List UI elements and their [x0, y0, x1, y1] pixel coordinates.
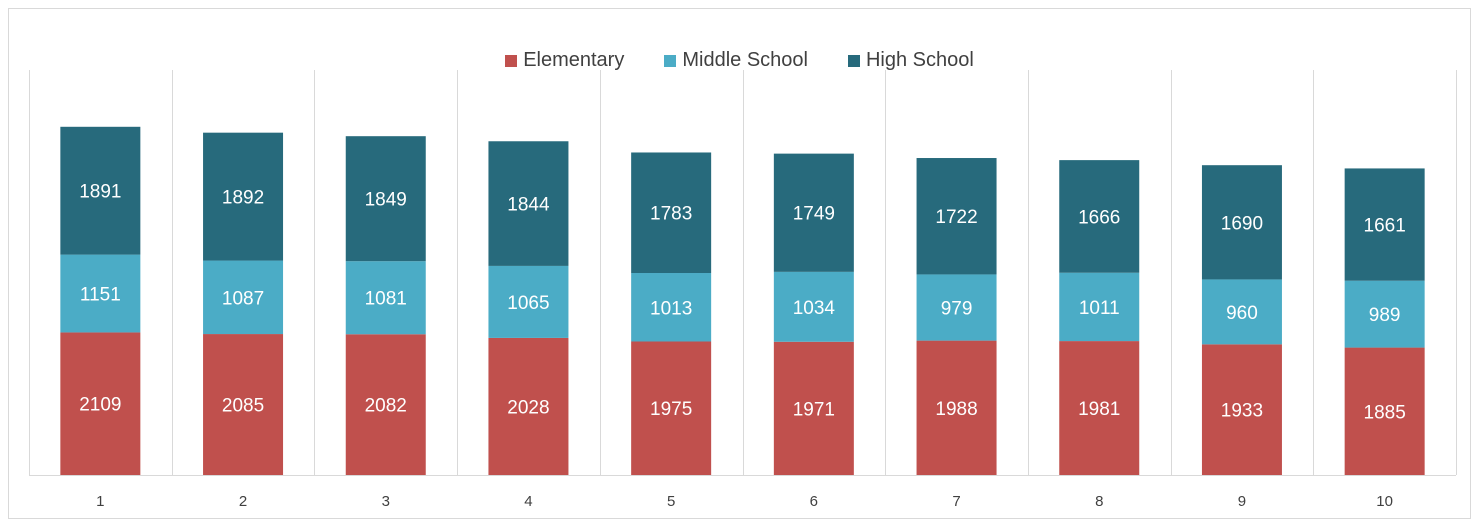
x-tick-label: 5 [667, 493, 675, 510]
x-tick-label: 7 [952, 493, 960, 510]
bar-elementary [1201, 344, 1282, 475]
bar-high-school [203, 132, 284, 261]
data-label: 2085 [222, 396, 264, 417]
data-label: 1975 [650, 399, 692, 420]
x-tick-label: 2 [239, 493, 247, 510]
bar-high-school [60, 126, 141, 255]
bar-elementary [1059, 341, 1140, 475]
bar-middle-school [1201, 279, 1282, 345]
bar-elementary [773, 341, 854, 475]
data-label: 1081 [365, 289, 407, 310]
data-label: 1722 [935, 207, 977, 228]
data-label: 2082 [365, 396, 407, 417]
data-label: 1749 [793, 204, 835, 225]
data-label: 1933 [1221, 401, 1263, 422]
legend-label-middle-school: Middle School [682, 49, 808, 71]
data-label: 1891 [79, 182, 121, 203]
legend-label-high-school: High School [865, 49, 974, 71]
data-label: 1971 [793, 399, 835, 420]
bar-high-school [1059, 160, 1140, 273]
data-label: 989 [1369, 305, 1401, 326]
bar-middle-school [203, 260, 284, 335]
legend-item-elementary: Elementary [505, 49, 624, 72]
bar-high-school [1344, 168, 1425, 281]
data-label: 979 [941, 299, 973, 320]
bar-high-school [345, 136, 426, 262]
bar-high-school [916, 158, 997, 275]
legend-swatch-middle-school [664, 54, 677, 67]
data-label: 1981 [1078, 399, 1120, 420]
bar-elementary [1344, 347, 1425, 475]
data-label: 1087 [222, 288, 264, 309]
bar-high-school [488, 141, 569, 266]
bar-elementary [345, 334, 426, 475]
bar-elementary [203, 334, 284, 475]
x-tick-label: 8 [1095, 493, 1103, 510]
x-tick-label: 4 [524, 493, 532, 510]
legend-label-elementary: Elementary [523, 49, 625, 71]
bar-middle-school [631, 273, 712, 342]
bar-elementary [916, 340, 997, 475]
data-label: 1892 [222, 188, 264, 209]
data-label: 2109 [79, 395, 121, 416]
data-label: 960 [1226, 303, 1258, 324]
data-label: 1849 [365, 190, 407, 211]
bar-middle-school [1344, 280, 1425, 348]
data-label: 1661 [1364, 216, 1406, 237]
bar-middle-school [488, 265, 569, 338]
bar-middle-school [60, 254, 141, 333]
data-label: 1666 [1078, 207, 1120, 228]
bar-middle-school [1059, 272, 1140, 342]
x-tick-label: 3 [382, 493, 390, 510]
bar-elementary [488, 337, 569, 475]
x-tick-label: 1 [96, 493, 104, 510]
bar-middle-school [345, 261, 426, 335]
data-label: 1065 [507, 293, 549, 314]
legend: Elementary Middle School High School [0, 49, 1479, 72]
data-label: 1034 [793, 298, 836, 319]
x-tick-label: 6 [810, 493, 818, 510]
data-label: 1011 [1079, 298, 1120, 319]
data-label: 1885 [1364, 402, 1406, 423]
x-tick-label: 9 [1238, 493, 1246, 510]
bar-high-school [631, 152, 712, 274]
data-label: 1783 [650, 204, 692, 225]
data-label: 1151 [80, 285, 121, 306]
data-label: 1013 [650, 298, 692, 319]
data-label: 1690 [1221, 213, 1263, 234]
bar-middle-school [916, 274, 997, 341]
bar-elementary [60, 332, 141, 475]
legend-item-middle-school: Middle School [664, 49, 808, 72]
bar-high-school [1201, 165, 1282, 280]
data-label: 1844 [507, 195, 550, 216]
bar-high-school [773, 153, 854, 272]
legend-swatch-elementary [505, 54, 518, 67]
x-tick-label: 10 [1376, 493, 1393, 510]
legend-swatch-high-school [847, 54, 860, 67]
bar-elementary [631, 341, 712, 475]
legend-item-high-school: High School [847, 49, 974, 72]
bar-middle-school [773, 271, 854, 342]
data-label: 2028 [507, 397, 549, 418]
data-label: 1988 [935, 399, 977, 420]
